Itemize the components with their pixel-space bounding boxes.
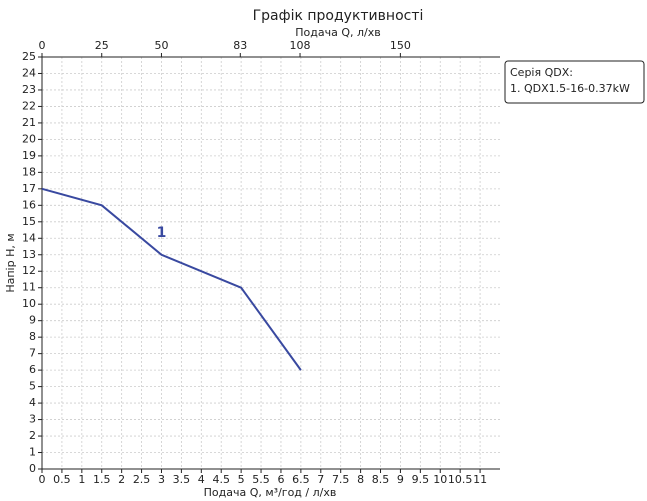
y-tick-label: 12 [22, 264, 36, 277]
x-tick-label: 10 [433, 473, 447, 486]
y-tick-label: 22 [22, 99, 36, 112]
x-tick-label: 7 [317, 473, 324, 486]
x-tick-label: 2 [118, 473, 125, 486]
y-tick-label: 15 [22, 215, 36, 228]
x-tick-label: 6 [277, 473, 284, 486]
series-annotation: 1 [157, 225, 167, 241]
y-tick-label: 25 [22, 50, 36, 63]
top-tick-label: 150 [390, 39, 411, 52]
top-tick-label: 50 [154, 39, 168, 52]
y-tick-label: 9 [29, 314, 36, 327]
x-tick-label: 0 [39, 473, 46, 486]
x-tick-label: 4.5 [212, 473, 230, 486]
y-tick-label: 11 [22, 281, 36, 294]
y-tick-label: 3 [29, 413, 36, 426]
y-tick-label: 17 [22, 182, 36, 195]
series-line [41, 187, 302, 371]
top-tick-label: 108 [290, 39, 311, 52]
top-tick-label: 83 [233, 39, 247, 52]
x-tick-label: 9.5 [412, 473, 430, 486]
x-tick-label: 8.5 [372, 473, 390, 486]
y-tick-label: 4 [29, 396, 36, 409]
top-tick-label: 0 [39, 39, 46, 52]
y-tick-label: 19 [22, 149, 36, 162]
y-tick-label: 5 [29, 380, 36, 393]
x-axis-label: Подача Q, м³/год / л/хв [204, 486, 337, 499]
y-tick-label: 7 [29, 347, 36, 360]
y-tick-label: 21 [22, 116, 36, 129]
x-tick-label: 4 [198, 473, 205, 486]
y-tick-label: 2 [29, 429, 36, 442]
x-tick-label: 0.5 [53, 473, 71, 486]
y-tick-label: 16 [22, 198, 36, 211]
y-tick-label: 13 [22, 248, 36, 261]
y-tick-label: 23 [22, 83, 36, 96]
x-tick-label: 5.5 [252, 473, 270, 486]
legend-entry: 1. QDX1.5-16-0.37kW [510, 82, 630, 95]
x-tick-label: 1.5 [93, 473, 111, 486]
y-tick-label: 18 [22, 165, 36, 178]
x-tick-label: 8 [357, 473, 364, 486]
x-tick-label: 11 [473, 473, 487, 486]
top-tick-label: 25 [95, 39, 109, 52]
legend-title: Серія QDX: [510, 66, 573, 79]
x-tick-label: 6.5 [292, 473, 310, 486]
y-tick-label: 0 [29, 462, 36, 475]
x-tick-label: 1 [78, 473, 85, 486]
x-tick-label: 2.5 [133, 473, 151, 486]
x-tick-label: 10.5 [448, 473, 473, 486]
y-axis-label: Напір H, м [4, 233, 17, 292]
y-tick-label: 20 [22, 132, 36, 145]
y-tick-label: 6 [29, 363, 36, 376]
x-tick-label: 3 [158, 473, 165, 486]
top-axis-label: Подача Q, л/хв [295, 26, 380, 39]
y-tick-label: 8 [29, 330, 36, 343]
y-tick-label: 24 [22, 66, 36, 79]
y-tick-label: 1 [29, 446, 36, 459]
chart-title: Графік продуктивності [253, 8, 424, 24]
x-tick-label: 9 [397, 473, 404, 486]
y-tick-label: 14 [22, 231, 36, 244]
legend-box [504, 60, 645, 104]
x-tick-label: 7.5 [332, 473, 350, 486]
x-tick-label: 3.5 [173, 473, 191, 486]
x-tick-label: 5 [238, 473, 245, 486]
y-tick-label: 10 [22, 297, 36, 310]
